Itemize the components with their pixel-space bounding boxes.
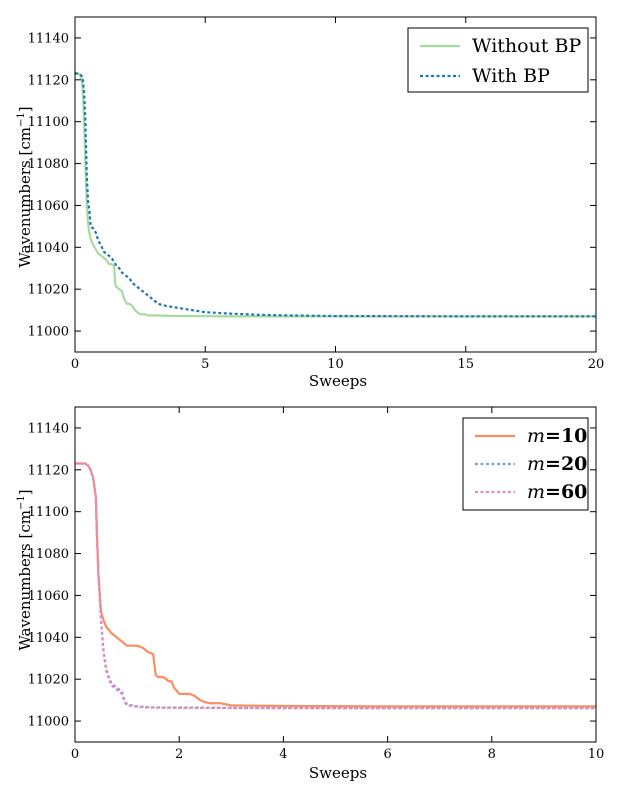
bottom-x-tick-label: 8 bbox=[488, 747, 496, 762]
top-y-tick-label: 11100 bbox=[28, 115, 69, 130]
bottom-x-tick-label: 0 bbox=[71, 747, 79, 762]
top-x-tick-label: 15 bbox=[457, 357, 474, 372]
bottom-legend-label-2: m=20 bbox=[527, 453, 587, 475]
bottom-ylabel: Wavenumbers [cm−1] bbox=[16, 489, 34, 650]
top-y-tick-label: 11080 bbox=[28, 157, 69, 172]
top-legend-label-1: Without BP bbox=[472, 35, 581, 57]
bottom-series-line-3 bbox=[75, 462, 596, 710]
top-series-line-1 bbox=[75, 72, 596, 318]
top-legend-box bbox=[407, 27, 589, 93]
top-y-tick-label: 11060 bbox=[28, 199, 69, 214]
bottom-y-tick-label: 11040 bbox=[28, 631, 69, 646]
top-y-tick-label: 11000 bbox=[28, 325, 69, 340]
bottom-y-tick-label: 11100 bbox=[28, 505, 69, 520]
top-y-tick-label: 11020 bbox=[28, 283, 69, 298]
bottom-x-tick-label: 4 bbox=[279, 747, 287, 762]
top-x-tick-label: 20 bbox=[588, 357, 605, 372]
bottom-y-tick-label: 11060 bbox=[28, 589, 69, 604]
bottom-x-tick-label: 2 bbox=[175, 747, 183, 762]
top-y-tick-label: 11120 bbox=[28, 73, 69, 88]
bottom-y-tick-label: 11020 bbox=[28, 673, 69, 688]
bottom-legend-box bbox=[462, 417, 589, 511]
bottom-xlabel: Sweeps bbox=[309, 764, 367, 782]
bottom-legend: m=10 m=20 m=60 bbox=[462, 417, 589, 511]
top-plot: Wavenumbers [cm−1] Sweeps 0 5 10 15 20 11000 1… bbox=[16, 16, 605, 390]
top-ylabel: Wavenumbers [cm−1] bbox=[16, 106, 34, 267]
bottom-series-line-1 bbox=[75, 462, 596, 708]
bottom-y-tick-label: 11140 bbox=[28, 421, 69, 436]
bottom-plot-frame bbox=[74, 406, 597, 743]
top-series-line-2 bbox=[75, 72, 596, 318]
top-legend-label-2: With BP bbox=[472, 65, 550, 87]
bottom-y-tick-label: 11120 bbox=[28, 463, 69, 478]
top-x-tick-label: 5 bbox=[201, 357, 209, 372]
bottom-legend-label-1: m=10 bbox=[527, 425, 587, 447]
bottom-y-tick-label: 11000 bbox=[28, 715, 69, 730]
top-y-tick-label: 11140 bbox=[28, 31, 69, 46]
top-x-tick-label: 0 bbox=[71, 357, 79, 372]
top-legend: Without BP With BP bbox=[407, 27, 589, 93]
bottom-x-tick-label: 10 bbox=[588, 747, 605, 762]
bottom-plot: Wavenumbers [cm−1] Sweeps 0 2 4 6 8 10 11000 11… bbox=[16, 406, 605, 782]
top-x-tick-label: 10 bbox=[327, 357, 344, 372]
bottom-x-tick-label: 6 bbox=[383, 747, 391, 762]
top-xlabel: Sweeps bbox=[309, 372, 367, 390]
bottom-y-tick-label: 11080 bbox=[28, 547, 69, 562]
bottom-legend-label-3: m=60 bbox=[527, 481, 587, 503]
top-y-tick-label: 11040 bbox=[28, 241, 69, 256]
